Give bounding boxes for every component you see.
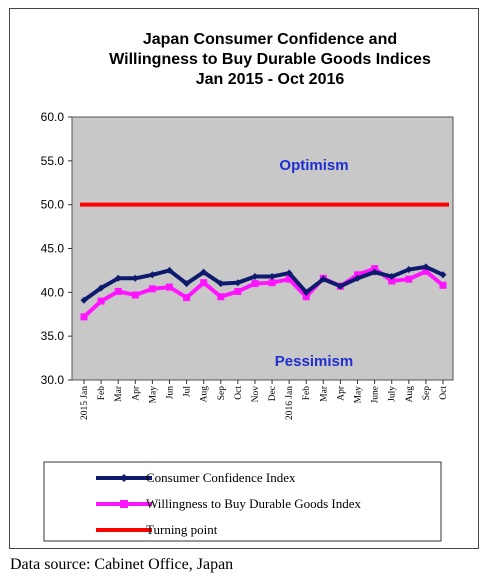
x-tick-label: 2016 Jan [285, 386, 295, 420]
optimism-label: Optimism [279, 157, 348, 174]
data-point-durable-goods [200, 279, 208, 287]
data-point-consumer-confidence [183, 280, 191, 288]
x-tick-label: Apr [336, 385, 346, 401]
data-point-consumer-confidence [251, 273, 259, 281]
data-point-consumer-confidence [439, 271, 447, 279]
x-tick-label: Oct [439, 386, 449, 400]
data-point-consumer-confidence [268, 273, 276, 281]
x-tick-label: Mar [114, 385, 124, 402]
pessimism-label: Pessimism [275, 353, 353, 370]
data-point-consumer-confidence [422, 263, 430, 271]
data-point-consumer-confidence [200, 268, 208, 276]
data-point-consumer-confidence [354, 274, 362, 282]
data-point-durable-goods [97, 297, 105, 305]
data-point-durable-goods [354, 271, 362, 279]
x-tick-label: Apr [131, 385, 141, 401]
data-point-consumer-confidence [217, 280, 225, 288]
data-point-consumer-confidence [234, 279, 242, 287]
x-axis-ticks: 2015 Jan Feb Mar Apr May Jun Jul Aug Sep Oct Nov De… [80, 380, 449, 420]
data-point-durable-goods [131, 291, 139, 299]
legend-marker-diamond [120, 474, 128, 482]
y-axis-ticks: 30.0 35.0 40.0 45.0 50.0 55.0 60.0 [41, 110, 72, 387]
x-tick-label: July [388, 386, 398, 402]
data-point-durable-goods [285, 275, 293, 283]
data-point-durable-goods [183, 294, 191, 302]
data-point-consumer-confidence [405, 266, 413, 274]
y-tick-label: 30.0 [41, 373, 65, 387]
x-tick-label: Dec [268, 386, 278, 401]
x-tick-label: Mar [319, 385, 329, 402]
data-point-consumer-confidence [336, 282, 344, 290]
y-tick-label: 45.0 [41, 242, 65, 256]
data-point-durable-goods [388, 277, 396, 285]
data-point-consumer-confidence [285, 269, 293, 277]
data-point-durable-goods [217, 293, 225, 301]
legend: Consumer Confidence Index Willingness to … [96, 470, 362, 537]
data-source-note: Data source: Cabinet Office, Japan [10, 556, 234, 573]
chart-title-line-3: Jan 2015 - Oct 2016 [196, 71, 345, 88]
data-point-consumer-confidence [302, 288, 310, 296]
legend-box [43, 461, 442, 542]
data-point-durable-goods [268, 279, 276, 287]
x-tick-label: Sep [217, 386, 227, 401]
x-tick-label: Aug [200, 386, 210, 403]
data-point-consumer-confidence [114, 274, 122, 282]
data-point-consumer-confidence [80, 296, 88, 304]
x-tick-label: Nov [251, 386, 261, 403]
data-point-consumer-confidence [319, 275, 327, 283]
y-tick-label: 60.0 [41, 110, 65, 124]
y-tick-label: 50.0 [41, 198, 65, 212]
data-point-durable-goods [371, 265, 379, 273]
x-tick-label: May [354, 386, 364, 404]
data-point-durable-goods [422, 267, 430, 275]
x-tick-label: Sep [422, 386, 432, 401]
data-point-durable-goods [405, 275, 413, 283]
legend-label: Turning point [146, 522, 218, 537]
data-point-consumer-confidence [148, 271, 156, 279]
data-point-durable-goods [302, 293, 310, 301]
data-point-durable-goods [165, 283, 173, 291]
x-tick-label: Aug [405, 386, 415, 403]
y-tick-label: 55.0 [41, 154, 65, 168]
legend-marker-square [120, 500, 128, 508]
data-point-durable-goods [439, 281, 447, 289]
x-tick-label: June [371, 386, 381, 403]
series-line-consumer-confidence [82, 264, 444, 302]
data-point-consumer-confidence [371, 268, 379, 276]
data-point-durable-goods [234, 287, 242, 295]
legend-label: Consumer Confidence Index [146, 470, 296, 485]
data-point-consumer-confidence [388, 273, 396, 281]
x-tick-label: 2015 Jan [80, 386, 90, 420]
x-tick-label: Feb [97, 386, 107, 401]
plot-area [71, 116, 454, 381]
data-point-consumer-confidence [97, 284, 105, 292]
x-tick-label: Oct [234, 386, 244, 400]
legend-label: Willingness to Buy Durable Goods Index [146, 496, 362, 511]
y-tick-label: 40.0 [41, 285, 65, 299]
chart-title-line-2: Willingness to Buy Durable Goods Indices [109, 51, 431, 68]
x-tick-label: Jun [165, 386, 175, 399]
series-layer [80, 202, 449, 321]
data-point-durable-goods [251, 280, 259, 288]
x-tick-label: Feb [302, 386, 312, 401]
x-tick-label: May [148, 386, 158, 404]
y-tick-label: 35.0 [41, 329, 65, 343]
data-point-durable-goods [148, 285, 156, 293]
data-point-durable-goods [80, 313, 88, 321]
x-tick-label: Jul [183, 386, 193, 397]
data-point-durable-goods [114, 287, 122, 295]
chart-title-line-1: Japan Consumer Confidence and [143, 31, 397, 48]
data-point-consumer-confidence [165, 266, 173, 274]
data-point-consumer-confidence [131, 274, 139, 282]
